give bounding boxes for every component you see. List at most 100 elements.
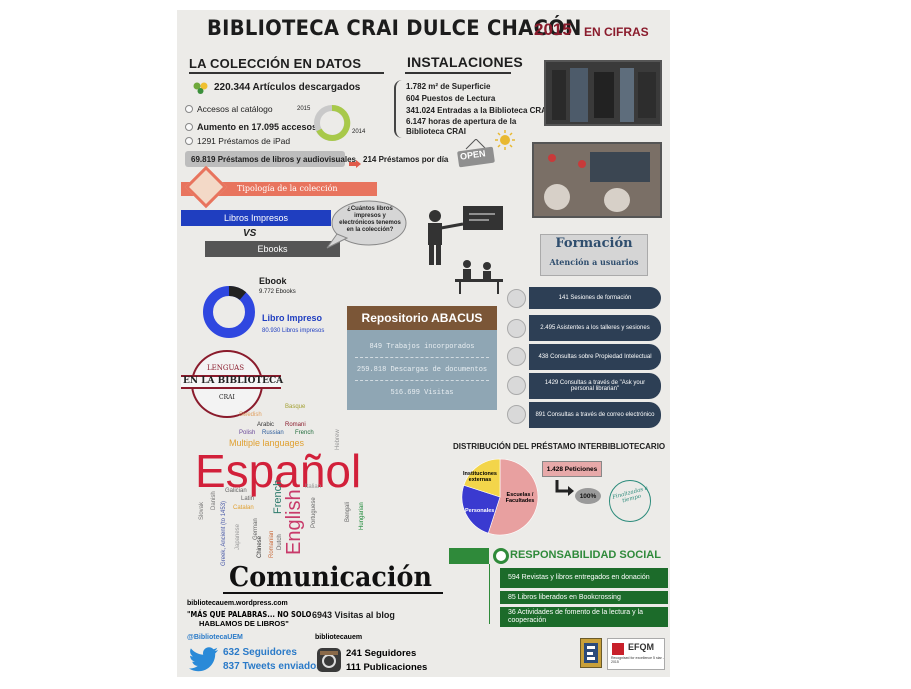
instagram-posts: 111 Publicaciones [346,662,428,673]
responsabilidad-item: 36 Actividades de fomento de la lectura … [500,607,668,627]
word-latin: Latin [241,496,255,502]
blog-tagline-2: HABLAMOS DE LIBROS" [199,619,289,628]
ebook-vs-print-donut [201,284,257,340]
ebooks-label: Ebooks [257,244,288,254]
word-romanian: Romanian [269,530,275,558]
instalaciones-underline [405,72,511,74]
word-romani: Romani [285,422,306,428]
articulos-descargados: 220.344 Artículos descargados [214,82,361,93]
bullet-icon [185,105,193,113]
infographic-poster: BIBLIOTECA CRAI DULCE CHACÓN 2015 EN CIF… [177,10,670,677]
formacion-item-icon [507,405,526,424]
word-russian: Russian [262,430,284,436]
instagram-handle: bibliotecauem [315,634,363,641]
coleccion-heading: LA COLECCIÓN EN DATOS [189,56,362,71]
superficie: 1.782 m² de Superficie [406,82,491,91]
twitter-handle: @BibliotecaUEM [187,634,243,641]
pie-slice-2 [461,484,501,534]
entradas: 341.024 Entradas a la Biblioteca CRAI [406,106,550,115]
brace-icon [394,80,402,138]
lenguas-ribbon [181,375,281,389]
lenguas-line3: CRAI [219,394,235,401]
word-danish: Danish [211,491,217,510]
word-swedish: Swedish [239,412,262,418]
word-galician: Galician [225,488,247,494]
formacion-item-icon [507,347,526,366]
formacion-item: 891 Consultas a través de correo electró… [529,402,661,428]
blog-url: bibliotecauem.wordpress.com [187,600,288,607]
interbib-pie-svg [461,458,539,536]
responsabilidad-dot-icon [493,548,509,564]
arrow-right-icon [349,155,361,168]
word-hungarian: Hungarian [359,502,365,530]
bullet-icon [185,123,193,131]
accesos-donut [313,104,351,142]
word-slovak: Slovak [199,501,205,520]
prestamos-libros: 69.819 Préstamos de libros y audiovisual… [191,155,356,164]
percent-value: 100% [579,492,597,500]
word-arabic: Arabic [257,422,275,428]
comunicacion-title: Comunicación [229,562,432,593]
word-bengali: Bengali [345,501,351,522]
pie-slice-1 [487,458,539,536]
prestamos-box [185,151,345,167]
repo-divider [355,357,489,358]
formacion-item-icon [507,376,526,395]
word-chinese: Chinese [257,535,263,558]
responsabilidad-item: 594 Revistas y libros entregados en dona… [500,568,668,588]
word-espanol: Español [195,445,362,497]
formacion-item-icon [507,319,526,338]
poster-suffix: EN CIFRAS [584,25,649,39]
instalaciones-heading: INSTALACIONES [407,54,523,70]
word-multiple: Multiple languages [229,438,305,448]
puestos-lectura: 604 Puestos de Lectura [406,94,496,103]
ebook-label: Ebook [259,276,287,286]
lenguas-line2: EN LA BIBLIOTECA [183,376,284,386]
elbow-arrow-icon [554,480,574,496]
responsabilidad-line [489,564,490,624]
word-polish: Polish [239,430,256,436]
blog-tagline: "MÁS QUE PALABRAS... NO SOLO [187,610,312,619]
instagram-icon [317,648,341,672]
horas-apertura: 6.147 horas de apertura de la [406,117,517,126]
bubble-question: ¿Cuántos libros impresos y electrónicos … [339,206,401,233]
word-portuguese: Portuguese [311,497,317,528]
ebooks-ribbon: Ebooks [205,241,340,257]
responsabilidad-title: RESPONSABILIDAD SOCIAL [510,549,661,561]
library-photo-reading-room [532,142,662,218]
impreso-label: Libro Impreso [262,313,323,323]
formacion-subtitle: Atención a usuarios [549,257,639,267]
repositorio-trabajos: 849 Trabajos incorporados [369,343,475,351]
donut-label-2015: 2015 [297,106,311,112]
peticiones-box: 1.428 Peticiones [542,461,602,477]
word-english: English [283,489,305,555]
library-photo-shelves [544,60,662,126]
word-dutch: Dutch [277,534,283,550]
formacion-title: Formación [555,236,633,251]
peticiones-count: 1.428 Peticiones [546,465,598,473]
word-japanese: Japanese [235,523,241,550]
e-badge-logo [580,638,602,668]
formacion-item-icon [507,289,526,308]
open-sign-icon [456,138,496,169]
repositorio-body [347,330,497,410]
percent-badge: 100% [575,488,601,504]
libros-impresos-label: Libros Impresos [223,213,289,223]
interbib-title: DISTRIBUCIÓN DEL PRÉSTAMO INTERBIBLIOTEC… [453,442,666,451]
teacher-icon [423,206,513,298]
word-greek-ancient: Greek, Ancient (to 1453) [221,500,227,566]
impreso-count: 80.930 Libros impresos [262,328,325,334]
blog-visits: 6943 Visitas al blog [312,610,395,620]
formacion-item: 141 Sesiones de formación [529,287,661,309]
prestamos-por-dia: 214 Préstamos por día [363,155,449,164]
horas-apertura-2: Biblioteca CRAI [406,127,467,136]
instagram-followers: 241 Seguidores [346,648,417,659]
repositorio-descargas: 259.818 Descargas de documentos [356,366,488,374]
formacion-item: 438 Consultas sobre Propiedad Intelectua… [529,344,661,370]
formacion-item: 2.495 Asistentes a los talleres y sesion… [529,315,661,341]
word-basque: Basque [285,404,306,410]
diamond-icon [184,165,228,209]
pie-label-instituciones: Instituciones externas [463,471,497,484]
formacion-list: 141 Sesiones de formación 2.495 Asistent… [507,287,667,437]
interbib-pie-chart [460,457,540,537]
